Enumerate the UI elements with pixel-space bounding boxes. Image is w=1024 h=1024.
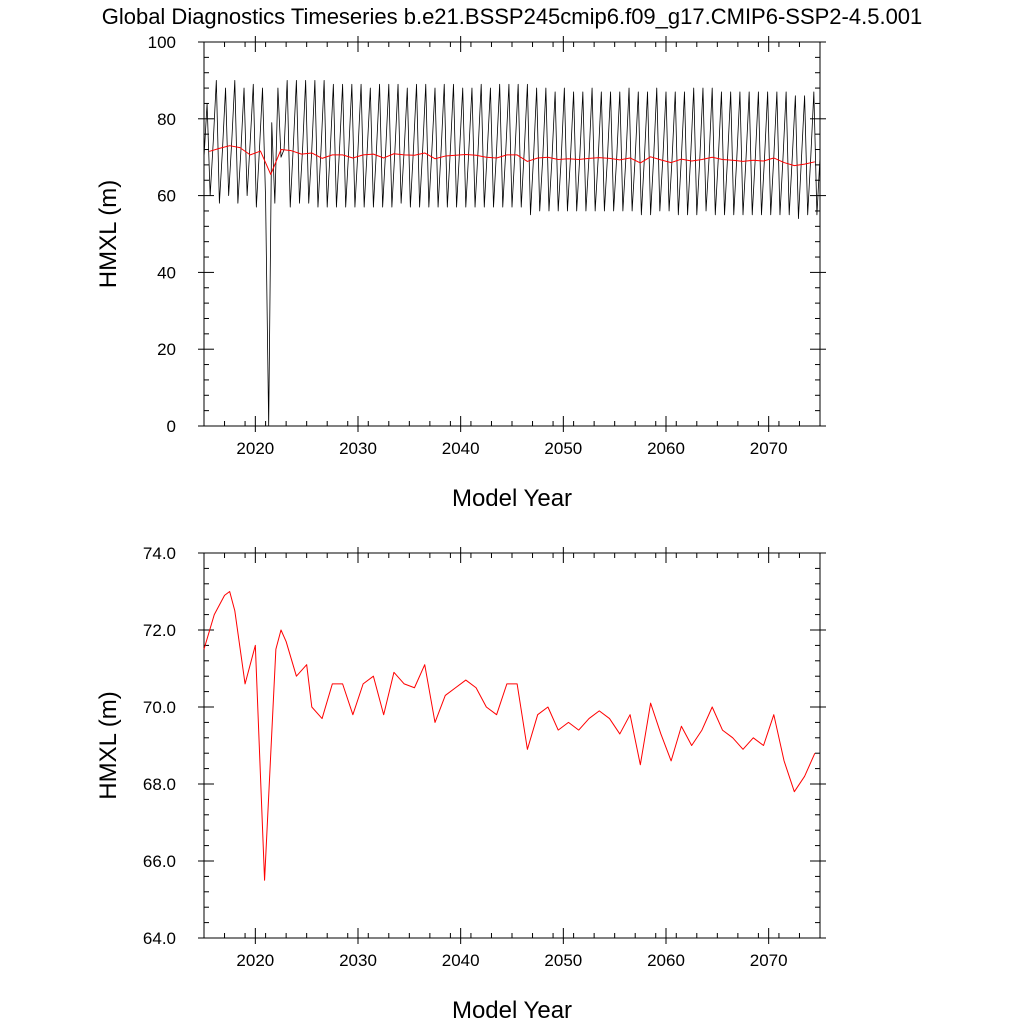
plot-frame [203,552,821,939]
x-tick-label: 2020 [236,951,274,970]
x-tick-label: 2040 [442,439,480,458]
x-tick-label: 2050 [544,951,582,970]
y-tick-label: 60 [157,187,176,206]
y-tick-label: 70.0 [143,698,176,717]
x-tick-label: 2050 [544,439,582,458]
y-tick-label: 68.0 [143,775,176,794]
plot-frame [203,41,821,427]
x-tick-label: 2070 [750,951,788,970]
y-axis-title: HMXL (m) [95,691,122,799]
monthly-line [203,80,821,427]
x-tick-label: 2060 [647,439,685,458]
top-panel: 2020 2030 2040 2050 2060 2070020406080100Mode… [95,33,826,512]
y-tick-label: 74.0 [143,544,176,563]
x-tick-label: 2030 [339,951,377,970]
x-axis-title: Model Year [452,485,572,512]
y-tick-label: 66.0 [143,852,176,871]
x-axis-title: Model Year [452,997,572,1024]
x-tick-label: 2020 [236,439,274,458]
bottom-panel: 2020 2030 2040 2050 2060 2070 64.0 66.0 68.0 70.0… [95,544,826,1024]
x-tick-label: 2060 [647,951,685,970]
y-tick-label: 100 [148,33,176,52]
y-tick-label: 64.0 [143,929,176,948]
annual-mean-line [208,145,815,175]
figure-title: Global Diagnostics Timeseries b.e21.BSSP… [102,4,923,29]
x-tick-label: 2040 [442,951,480,970]
y-tick-label: 40 [157,263,176,282]
y-tick-label: 80 [157,110,176,129]
annual-mean-line [203,591,816,881]
x-tick-label: 2030 [339,439,377,458]
y-axis-title: HMXL (m) [95,180,122,288]
y-tick-label: 72.0 [143,621,176,640]
x-tick-label: 2070 [750,439,788,458]
y-tick-label: 0 [167,417,176,436]
y-tick-label: 20 [157,340,176,359]
